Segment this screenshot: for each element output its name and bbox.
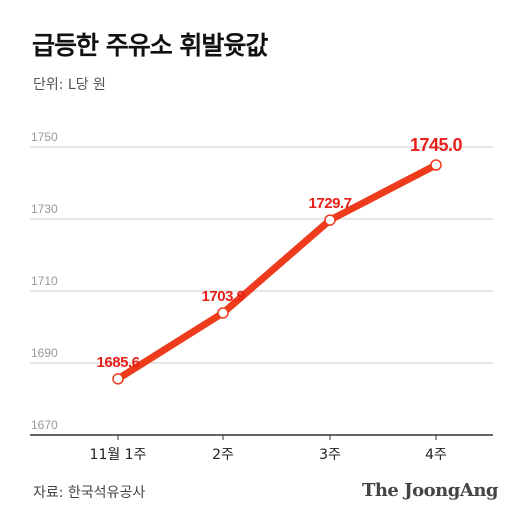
data-labels: 1685.6 1703.9 1729.7 1745.0 [97,135,463,371]
y-tick-label: 1690 [31,346,58,360]
data-points [112,159,442,385]
chart-title: 급등한 주유소 휘발윳값 [32,31,268,60]
y-tick-label: 1750 [31,130,58,144]
x-tick-label: 4주 [425,447,447,463]
y-tick-label: 1670 [31,418,58,432]
series-line [114,161,440,383]
x-tick-label: 3주 [319,447,341,463]
y-tick-labels: 1670 1690 1710 1730 1750 [31,130,58,432]
series-line-path [114,161,440,383]
grid-lines [30,146,493,436]
x-tick-label: 2주 [212,447,234,463]
data-point [112,373,124,385]
data-label: 1685.6 [97,354,140,371]
data-point [430,159,442,171]
y-tick-label: 1710 [31,274,58,288]
data-label: 1729.7 [309,195,352,212]
publisher-logo: The JoongAng [361,480,499,501]
source-note: 자료: 한국석유공사 [33,485,146,501]
x-tick-labels: 11월 1주 2주 3주 4주 [90,435,447,463]
data-label: 1745.0 [410,135,463,155]
data-label: 1703.9 [202,288,245,305]
y-tick-label: 1730 [31,202,58,216]
data-point [324,214,336,226]
x-tick-label: 11월 1주 [90,447,147,463]
data-point [217,307,229,319]
unit-label: 단위: L당 원 [33,77,106,93]
